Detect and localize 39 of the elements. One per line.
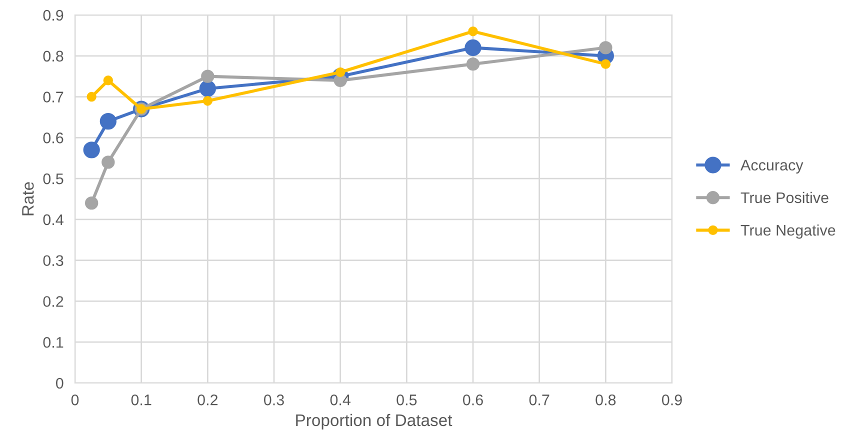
point: [202, 96, 213, 106]
y-tick-label: 0.8: [43, 50, 64, 62]
y-tick-label: 0.5: [43, 173, 64, 184]
point: [86, 92, 96, 102]
point: [468, 26, 478, 36]
x-tick-label: 0.4: [330, 394, 351, 406]
x-tick-label: 0.7: [529, 394, 550, 406]
x-tick-label: 0.3: [264, 394, 284, 406]
legend-label: True Positive: [740, 192, 828, 204]
point: [600, 59, 611, 69]
point: [599, 41, 612, 54]
x-tick-label: 0.6: [462, 394, 483, 406]
point: [103, 76, 114, 86]
x-tick-label: 0.5: [396, 394, 417, 406]
point: [83, 142, 100, 158]
y-tick-label: 0.7: [43, 92, 64, 102]
y-axis-title: Rate: [22, 182, 34, 216]
y-tick-label: 0.1: [43, 336, 64, 348]
point: [84, 196, 98, 210]
point: [466, 57, 480, 71]
x-tick-label: 0.8: [596, 394, 616, 406]
y-tick-label: 0.4: [43, 214, 64, 226]
x-axis-title: Proportion of Dataset: [296, 414, 452, 430]
point: [100, 112, 116, 130]
y-tick-label: 0: [56, 378, 64, 389]
legend-label: Accuracy: [740, 160, 804, 174]
y-tick-label: 0.9: [43, 10, 64, 21]
y-tick-label: 0.6: [43, 132, 64, 144]
point: [464, 39, 482, 56]
point: [199, 80, 216, 97]
x-tick-label: 0.9: [662, 394, 682, 406]
point: [102, 156, 115, 169]
y-tick-label: 0.2: [43, 296, 64, 307]
x-tick-label: 0: [71, 394, 79, 406]
x-tick-label: 0.2: [198, 394, 218, 406]
y-tick-label: 0.3: [43, 255, 64, 266]
x-tick-label: 0.1: [131, 394, 152, 406]
point: [201, 70, 214, 83]
legend-label: True Negative: [740, 224, 836, 239]
